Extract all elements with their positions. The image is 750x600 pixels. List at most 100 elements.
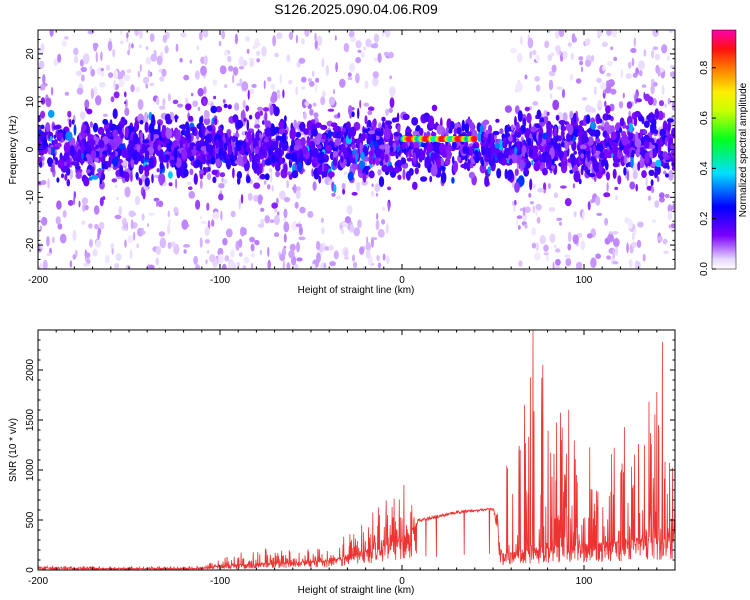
spectrogram-cell: [334, 35, 337, 41]
spectrogram-cell: [155, 257, 159, 266]
spectrogram-cell: [218, 193, 224, 201]
spectrogram-cell: [559, 221, 562, 226]
spectrogram-cell: [189, 168, 194, 175]
spectrogram-cell: [236, 262, 241, 267]
spectrogram-cell: [282, 89, 285, 99]
y-tick-label: 1500: [25, 408, 36, 431]
spectrogram-cell: [373, 57, 378, 62]
spectrogram-cell: [579, 60, 584, 66]
spectrogram-cell: [150, 142, 154, 148]
spectrogram-cell: [134, 120, 140, 132]
spectrogram-cell: [584, 38, 591, 46]
spectrogram-cell: [590, 121, 597, 130]
spectrogram-cell: [42, 74, 46, 85]
spectrogram-cell: [585, 114, 591, 125]
spectrogram-cell: [139, 44, 142, 49]
spectrogram-cell: [469, 146, 474, 157]
spectrogram-cell: [552, 159, 555, 166]
spectrogram-cell: [353, 261, 358, 269]
spectrogram-cell: [441, 150, 447, 158]
bottom-y-axis: 0 500 1000 1500 2000: [25, 329, 675, 573]
spectrogram-cell: [659, 128, 666, 138]
spectrogram-cell: [204, 226, 210, 237]
spectrogram-cell: [651, 161, 657, 167]
spectrogram-cell: [547, 54, 553, 62]
colorbar-axis: 0.0 0.2 0.4 0.6 0.8: [699, 60, 716, 276]
spectrogram-cell: [598, 106, 602, 111]
spectrogram-cell: [464, 122, 470, 134]
spectrogram-cell: [605, 105, 611, 114]
spectrogram-cell: [383, 51, 389, 56]
spectrogram-cell: [360, 51, 365, 59]
spectrogram-cell: [474, 149, 479, 156]
spectrogram-cell: [588, 127, 596, 136]
spectrogram-cell: [130, 171, 133, 183]
spectrogram-cell: [228, 262, 234, 269]
x-tick-label: 100: [576, 576, 593, 587]
spectrogram-cell: [195, 264, 201, 269]
spectrogram-cell: [611, 231, 619, 235]
spectrogram-cell: [397, 174, 402, 180]
spectrogram-cell: [389, 75, 393, 80]
spectrogram-cell: [347, 72, 352, 77]
spectrogram-cell: [642, 129, 647, 135]
spectrogram-cell: [159, 152, 164, 164]
spectrogram-cell: [355, 73, 360, 84]
spectrogram-cell: [372, 76, 379, 87]
spectrogram-cell: [197, 106, 201, 112]
spectrogram-cell: [139, 64, 142, 72]
spectrogram-cell: [251, 161, 260, 170]
spectrogram-cell: [548, 183, 551, 189]
spectrogram-cell: [638, 60, 645, 71]
spectrogram-cell: [161, 68, 167, 77]
spectrogram-cell: [346, 205, 353, 215]
spectrogram-cell: [488, 156, 496, 167]
spectrogram-cell: [218, 40, 222, 47]
spectrogram-cell: [529, 201, 534, 205]
spectrogram-cell: [266, 76, 272, 82]
spectrogram-cell: [628, 122, 634, 133]
spectrogram-cell: [237, 154, 243, 166]
spectrogram-cell: [295, 131, 302, 138]
spectrogram-cell: [278, 91, 281, 100]
spectrogram-cell: [662, 151, 668, 159]
spectrogram-cell: [535, 54, 540, 62]
spectrogram-cell: [578, 178, 582, 185]
spectrogram-cell: [544, 40, 550, 49]
spectrogram-cell: [412, 152, 417, 164]
spectrogram-cell: [245, 36, 251, 42]
spectrogram-cell: [368, 151, 374, 156]
spectrogram-cell: [558, 150, 564, 159]
spectrogram-cell: [499, 129, 504, 134]
spectrogram-cell: [194, 70, 200, 80]
spectrogram-cell: [38, 229, 41, 240]
spectrogram-cell: [323, 263, 327, 269]
spectrogram-cell: [68, 118, 72, 128]
spectrogram-cell: [65, 131, 73, 141]
spectrogram-cell: [168, 171, 173, 179]
spectrogram-cell: [137, 99, 144, 110]
spectrogram-cell: [342, 188, 346, 195]
spectrogram-cell: [177, 129, 181, 142]
spectrogram-cell: [231, 135, 237, 143]
spectrogram-cell: [452, 160, 459, 173]
spectrogram-cell: [133, 231, 136, 241]
spectrogram-cell: [632, 170, 638, 180]
spectrogram-cell: [245, 142, 250, 152]
spectrogram-cell: [264, 158, 272, 166]
spectrogram-cell: [126, 32, 129, 39]
spectrogram-cell: [149, 82, 155, 86]
spectrogram-cell: [571, 33, 576, 44]
spectrogram-cell: [50, 166, 55, 173]
spectrogram-cell: [285, 153, 293, 160]
spectrogram-cell: [548, 79, 554, 91]
spectrogram-cell: [573, 170, 581, 183]
spectrogram-cell: [268, 168, 273, 173]
spectrogram-cell: [611, 30, 617, 38]
colorbar-tick-label: 0.8: [699, 60, 710, 74]
spectrogram-cell: [607, 61, 613, 66]
spectrogram-cell: [236, 82, 243, 87]
spectrogram-cell: [359, 142, 363, 155]
spectrogram-cell: [567, 124, 574, 136]
spectrogram-cell: [431, 104, 438, 112]
